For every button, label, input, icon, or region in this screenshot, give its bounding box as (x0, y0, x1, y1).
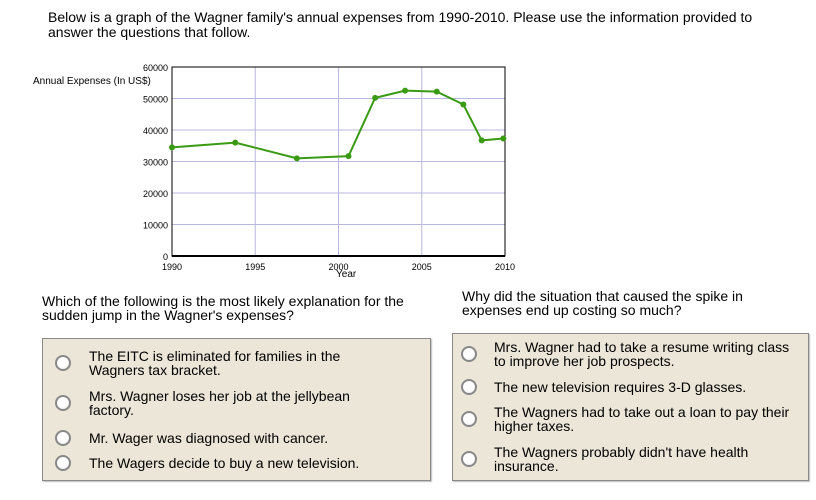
q1-option[interactable]: Mrs. Wagner loses her job at the jellybe… (43, 389, 430, 417)
y-tick-label: 20000 (143, 189, 168, 199)
y-tick-label: 0 (163, 252, 168, 262)
x-axis-label: Year (336, 269, 357, 280)
q2-option[interactable]: The Wagners probably didn't have health … (453, 445, 808, 473)
x-tick-label: 2010 (495, 262, 515, 272)
question-2: Why did the situation that caused the sp… (462, 288, 743, 318)
radio-button[interactable] (461, 346, 477, 362)
y-tick-label: 10000 (143, 221, 168, 231)
y-tick-label: 40000 (143, 126, 168, 136)
q2-option[interactable]: The Wagners had to take out a loan to pa… (453, 405, 808, 433)
radio-button[interactable] (461, 411, 477, 427)
radio-button[interactable] (55, 430, 71, 446)
expenses-chart: Annual Expenses (In US$) Year 0 10000 2000… (33, 63, 515, 280)
q1-option[interactable]: The Wagers decide to buy a new televisio… (43, 455, 430, 471)
data-point (345, 153, 352, 160)
x-tick-label: 1990 (162, 262, 182, 272)
y-tick-label: 50000 (143, 95, 168, 105)
data-point (293, 155, 300, 162)
data-point (460, 101, 467, 108)
intro-text: Below is a graph of the Wagner family's … (48, 9, 753, 40)
q1-options-box: The EITC is eliminated for families in t… (42, 338, 431, 481)
question-1: Which of the following is the most likel… (42, 293, 404, 323)
y-tick-label: 60000 (143, 63, 168, 73)
data-point (500, 135, 507, 142)
q1-option[interactable]: The EITC is eliminated for families in t… (43, 349, 430, 377)
y-axis-label: Annual Expenses (In US$) (33, 76, 151, 87)
data-point (478, 137, 485, 144)
y-tick-label: 30000 (143, 158, 168, 168)
radio-button[interactable] (55, 355, 71, 371)
data-point (372, 94, 379, 101)
x-tick-label: 2000 (328, 262, 348, 272)
data-point (433, 88, 440, 95)
q2-options-box: Mrs. Wagner had to take a resume writing… (452, 333, 809, 481)
radio-button[interactable] (461, 379, 477, 395)
radio-button[interactable] (55, 455, 71, 471)
series-line (171, 89, 504, 160)
x-tick-label: 2005 (412, 262, 432, 272)
data-point (169, 144, 175, 151)
q1-option[interactable]: Mr. Wager was diagnosed with cancer. (43, 430, 430, 446)
radio-button[interactable] (55, 395, 71, 411)
q2-option[interactable]: The new television requires 3-D glasses. (453, 379, 808, 395)
q2-option[interactable]: Mrs. Wagner had to take a resume writing… (453, 340, 808, 368)
radio-button[interactable] (461, 451, 477, 467)
data-point (402, 87, 409, 94)
data-point (232, 139, 239, 146)
x-tick-label: 1995 (245, 262, 265, 272)
